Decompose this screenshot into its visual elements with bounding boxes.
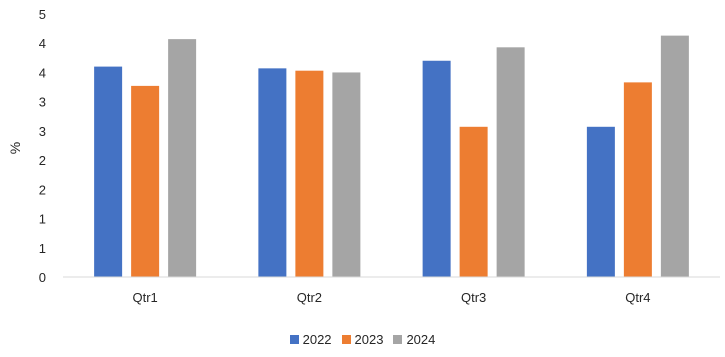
- y-axis-label: %: [7, 142, 23, 154]
- legend-label: 2022: [302, 331, 332, 347]
- bar-2024-qtr1: [168, 39, 197, 278]
- y-tick-label: 5: [39, 7, 46, 22]
- legend-label: 2023: [354, 331, 384, 347]
- y-tick-label: 4: [39, 65, 46, 80]
- y-tick-label: 1: [39, 212, 46, 227]
- bar-2024-qtr2: [332, 72, 361, 277]
- bar-2023-qtr3: [459, 126, 488, 277]
- bar-2024-qtr3: [496, 47, 525, 278]
- legend-swatch: [289, 334, 299, 344]
- y-tick-label: 1: [39, 241, 46, 256]
- y-tick-label: 3: [39, 95, 46, 110]
- legend-label: 2024: [406, 331, 436, 347]
- legend-swatch: [393, 334, 403, 344]
- legend-item-2022: 2022: [289, 331, 332, 347]
- legend-swatch: [341, 334, 351, 344]
- bar-2022-qtr1: [94, 66, 123, 277]
- x-category-label: Qtr1: [132, 290, 157, 305]
- x-category-label: Qtr3: [461, 290, 486, 305]
- legend: 2022 2023 2024: [0, 330, 725, 348]
- y-tick-label: 0: [39, 270, 46, 285]
- bar-2023-qtr2: [295, 70, 324, 278]
- bar-2022-qtr4: [586, 126, 615, 277]
- y-tick-label: 2: [39, 182, 46, 197]
- y-tick-label: 4: [39, 36, 46, 51]
- y-tick-label: 3: [39, 124, 46, 139]
- legend-item-2023: 2023: [341, 331, 384, 347]
- bar-2024-qtr4: [660, 35, 689, 277]
- legend-item-2024: 2024: [393, 332, 435, 347]
- bar-2022-qtr3: [422, 60, 451, 277]
- x-category-label: Qtr4: [625, 290, 650, 305]
- bar-2023-qtr1: [131, 85, 160, 278]
- y-tick-label: 2: [39, 153, 46, 168]
- bar-2023-qtr4: [623, 82, 652, 277]
- x-category-label: Qtr2: [297, 290, 322, 305]
- bar-2022-qtr2: [258, 68, 287, 277]
